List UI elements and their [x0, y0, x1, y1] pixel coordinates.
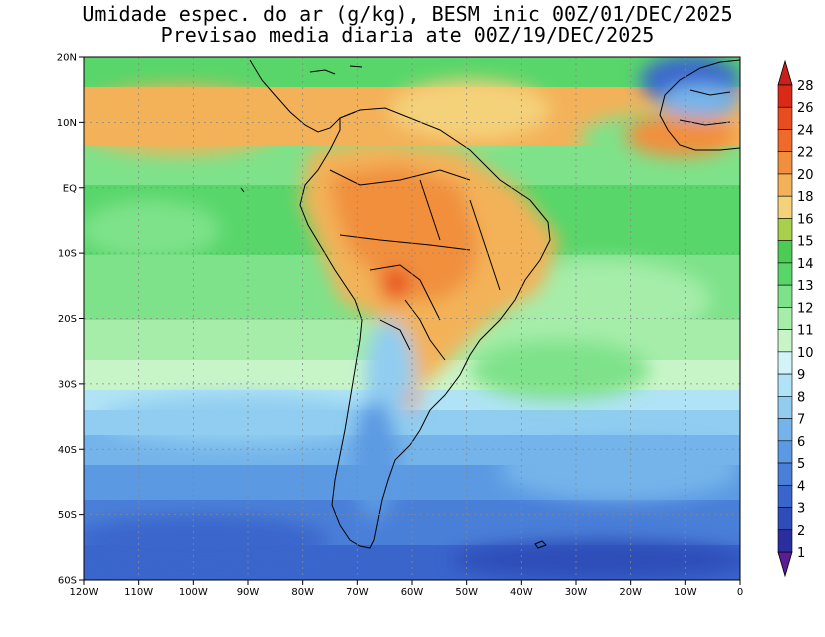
- longitude-tick-label: 100W: [179, 587, 208, 598]
- colorbar-segment: [777, 418, 793, 442]
- longitude-tick-label: 30W: [565, 587, 588, 598]
- colorbar-level-label: 1: [797, 546, 805, 561]
- colorbar-level-label: 18: [797, 190, 814, 205]
- colorbar-segment: [777, 329, 793, 353]
- colorbar-segment: [777, 106, 793, 130]
- colorbar-segment: [777, 129, 793, 153]
- colorbar-segment: [777, 284, 793, 308]
- longitude-tick-label: 50W: [455, 587, 478, 598]
- longitude-tick-label: 20W: [619, 587, 642, 598]
- colorbar-segment: [777, 195, 793, 219]
- colorbar-level-label: 2: [797, 524, 805, 539]
- colorbar-segment: [777, 373, 793, 397]
- colorbar-level-label: 13: [797, 279, 814, 294]
- latitude-tick-label: 10N: [57, 118, 77, 129]
- colorbar-level-label: 10: [797, 346, 814, 361]
- colorbar-level-label: 22: [797, 146, 814, 161]
- colorbar-segment: [777, 240, 793, 264]
- longitude-tick-label: 120W: [70, 587, 99, 598]
- map-title-line-1: Umidade espec. do ar (g/kg), BESM inic 0…: [82, 2, 733, 26]
- latitude-tick-label: 60S: [58, 576, 77, 587]
- latitude-tick-label: 50S: [58, 510, 77, 521]
- colorbar-segment: [777, 218, 793, 241]
- colorbar-level-label: 5: [797, 457, 805, 472]
- colorbar-level-label: 4: [797, 479, 805, 494]
- colorbar-level-label: 20: [797, 168, 814, 183]
- coastlines: [240, 59, 740, 549]
- colorbar-segment: [777, 440, 793, 464]
- latitude-tick-label: 10S: [58, 249, 77, 260]
- colorbar-level-label: 11: [797, 324, 814, 339]
- longitude-tick-label: 90W: [237, 587, 260, 598]
- colorbar-level-label: 7: [797, 413, 805, 428]
- longitude-tick-label: 10W: [674, 587, 697, 598]
- longitude-tick-label: 40W: [510, 587, 533, 598]
- latitude-axis: 20N 10N EQ 10S 20S 30S 40S 50S 60S: [57, 53, 84, 587]
- latitude-tick-label: 40S: [58, 445, 77, 456]
- colorbar-level-label: 6: [797, 435, 805, 450]
- colorbar-level-label: 15: [797, 235, 814, 250]
- colorbar-level-label: 24: [797, 123, 814, 138]
- colorbar-level-label: 12: [797, 301, 814, 316]
- colorbar-segment: [777, 396, 793, 419]
- colorbar-level-label: 3: [797, 502, 805, 517]
- map-title-line-2: Previsao media diaria ate 00Z/19/DEC/202…: [160, 23, 655, 47]
- colorbar-segment: [777, 307, 793, 330]
- colorbar-level-label: 16: [797, 212, 814, 227]
- latitude-tick-label: 30S: [58, 379, 77, 390]
- latitude-tick-label: EQ: [63, 183, 77, 194]
- colorbar-segment: [777, 173, 793, 197]
- colorbar-segment: [777, 507, 793, 531]
- colorbar-level-label: 9: [797, 368, 805, 383]
- longitude-tick-label: 110W: [124, 587, 153, 598]
- colorbar-low-arrow: [777, 551, 793, 578]
- colorbar-level-label: 8: [797, 390, 805, 405]
- latitude-tick-label: 20N: [57, 53, 77, 64]
- colorbar-segment: [777, 151, 793, 175]
- humidity-field: [84, 57, 740, 580]
- colorbar-segment: [777, 484, 793, 508]
- colorbar-segment: [777, 84, 793, 108]
- longitude-tick-label: 70W: [346, 587, 369, 598]
- colorbar-level-label: 28: [797, 79, 814, 94]
- colorbar-high-arrow: [777, 59, 793, 86]
- longitude-tick-label: 60W: [401, 587, 424, 598]
- latitude-tick-label: 20S: [58, 314, 77, 325]
- colorbar-segment: [777, 351, 793, 375]
- colorbar-segment: [777, 529, 793, 553]
- graticule: [84, 57, 740, 580]
- longitude-tick-label: 0: [737, 587, 743, 598]
- colorbar-level-label: 26: [797, 101, 814, 116]
- colorbar-level-label: 14: [797, 257, 814, 272]
- longitude-tick-label: 80W: [291, 587, 314, 598]
- longitude-axis: 120W 110W 100W 90W 80W 70W 60W 50W 40W 30W 20W 10W 0: [70, 580, 743, 598]
- colorbar-segment: [777, 462, 793, 486]
- colorbar-segment: [777, 262, 793, 286]
